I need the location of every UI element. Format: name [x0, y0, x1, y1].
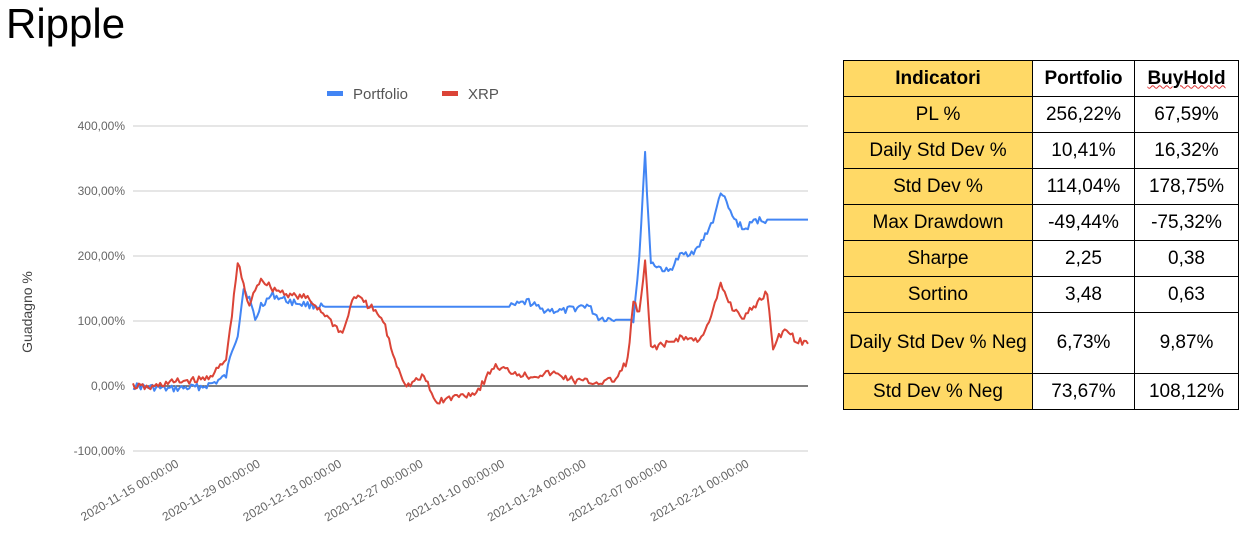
row-label: Daily Std Dev % [843, 132, 1033, 169]
row-label: Daily Std Dev % Neg [843, 312, 1033, 374]
table-row: Sortino 3,48 0,63 [843, 276, 1239, 313]
y-tick-label: 400,00% [78, 119, 126, 133]
header-indicatori: Indicatori [843, 60, 1033, 97]
legend: Portfolio XRP [327, 86, 499, 103]
legend-swatch [442, 91, 458, 96]
y-tick-label: 100,00% [78, 314, 126, 328]
table-row: Daily Std Dev % Neg 6,73% 9,87% [843, 312, 1239, 374]
row-portfolio-value: 10,41% [1032, 132, 1135, 169]
table-row: Std Dev % Neg 73,67% 108,12% [843, 373, 1239, 410]
row-portfolio-value: 6,73% [1032, 312, 1135, 374]
y-tick-label: -100,00% [74, 444, 126, 458]
line-chart: -100,00% 0,00% 100,00% 200,00% 300,00% 400,00… [19, 86, 809, 524]
legend-label: Portfolio [353, 86, 408, 103]
table-row: PL % 256,22% 67,59% [843, 96, 1239, 133]
row-portfolio-value: -49,44% [1032, 204, 1135, 241]
row-portfolio-value: 3,48 [1032, 276, 1135, 313]
row-buyhold-value: -75,32% [1134, 204, 1239, 241]
row-label: Sharpe [843, 240, 1033, 277]
series-lines [132, 150, 809, 405]
row-label: Std Dev % Neg [843, 373, 1033, 410]
y-tick-label: 0,00% [91, 379, 125, 393]
series-line-portfolio [132, 150, 808, 393]
header-portfolio: Portfolio [1032, 60, 1135, 97]
row-buyhold-value: 178,75% [1134, 168, 1239, 205]
row-label: Sortino [843, 276, 1033, 313]
row-buyhold-value: 0,63 [1134, 276, 1239, 313]
table-row: Sharpe 2,25 0,38 [843, 240, 1239, 277]
indicators-table: Indicatori Portfolio BuyHold PL % 256,22… [843, 60, 1239, 410]
table-row: Daily Std Dev % 10,41% 16,32% [843, 132, 1239, 169]
y-tick-label: 300,00% [78, 184, 126, 198]
page-title: Ripple [6, 0, 126, 47]
header-buyhold-text: BuyHold [1147, 67, 1226, 89]
table-header-row: Indicatori Portfolio BuyHold [843, 60, 1239, 97]
grid-lines [133, 125, 808, 452]
table-row: Std Dev % 114,04% 178,75% [843, 168, 1239, 205]
legend-label: XRP [468, 86, 499, 103]
header-buyhold: BuyHold [1134, 60, 1239, 97]
y-axis-label: Guadagno % [19, 271, 35, 353]
y-axis-ticks: -100,00% 0,00% 100,00% 200,00% 300,00% 400,00… [74, 119, 126, 458]
row-buyhold-value: 67,59% [1134, 96, 1239, 133]
table-row: Max Drawdown -49,44% -75,32% [843, 204, 1239, 241]
series-line-xrp [132, 259, 809, 405]
row-portfolio-value: 2,25 [1032, 240, 1135, 277]
row-label: Max Drawdown [843, 204, 1033, 241]
y-tick-label: 200,00% [78, 249, 126, 263]
row-label: Std Dev % [843, 168, 1033, 205]
row-buyhold-value: 108,12% [1134, 373, 1239, 410]
legend-swatch [327, 91, 343, 96]
row-portfolio-value: 256,22% [1032, 96, 1135, 133]
row-buyhold-value: 0,38 [1134, 240, 1239, 277]
row-buyhold-value: 9,87% [1134, 312, 1239, 374]
row-portfolio-value: 73,67% [1032, 373, 1135, 410]
row-buyhold-value: 16,32% [1134, 132, 1239, 169]
row-label: PL % [843, 96, 1033, 133]
row-portfolio-value: 114,04% [1032, 168, 1135, 205]
